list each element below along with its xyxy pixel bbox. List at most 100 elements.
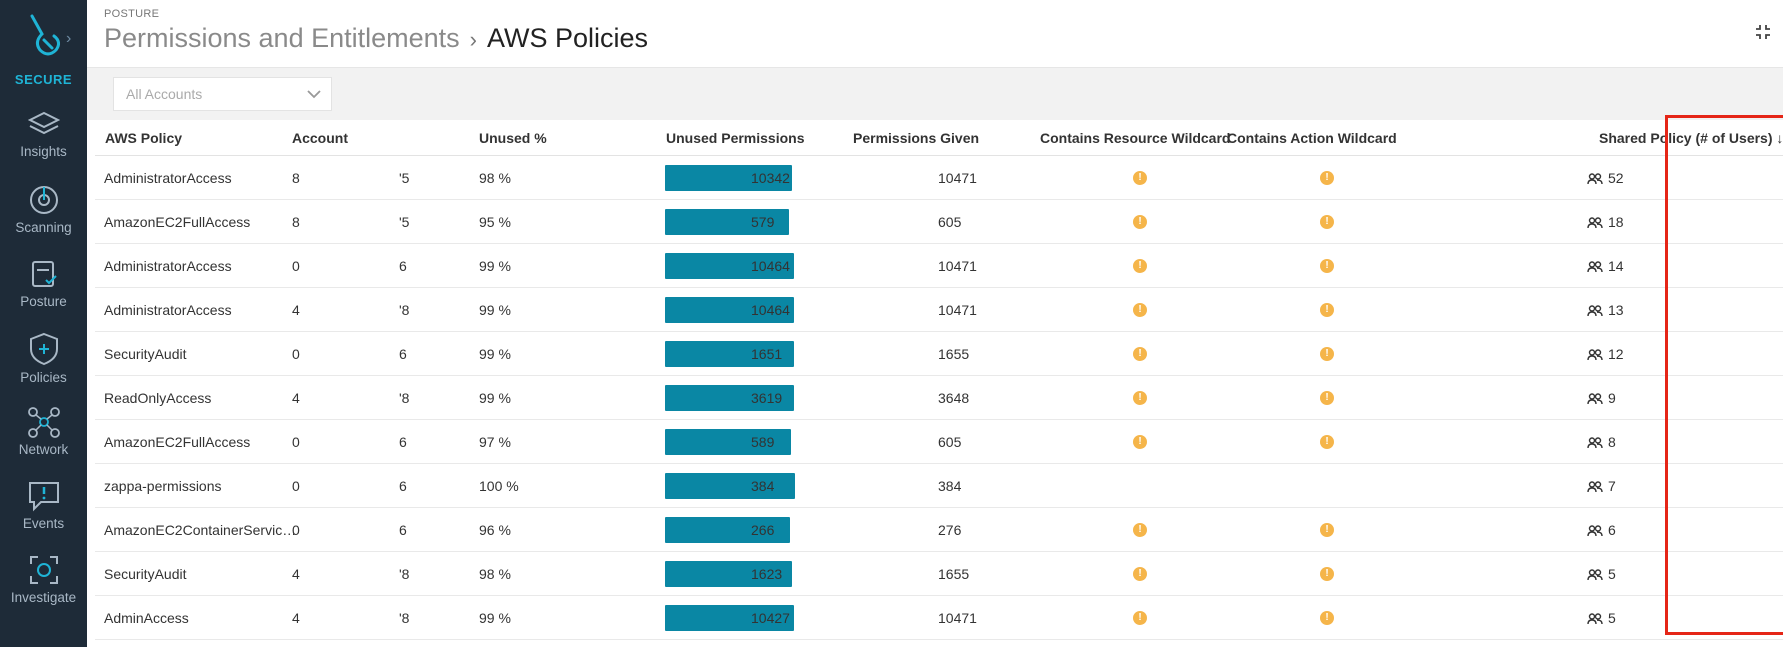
unused-permissions: 579 (751, 214, 775, 230)
users-icon (1587, 569, 1603, 581)
table-row[interactable]: ReadOnlyAccess 4 '8 99 % 3619 3648 ! ! 9 (95, 376, 1783, 420)
account-cell-end: '8 (399, 302, 410, 318)
permissions-given: 10471 (938, 610, 977, 626)
accounts-dropdown[interactable]: All Accounts (113, 77, 332, 111)
secure-logo[interactable]: › SECURE (0, 12, 87, 90)
account-redaction (312, 596, 391, 639)
table-row[interactable]: SecurityAudit 4 '8 98 % 1623 1655 ! ! 5 (95, 552, 1783, 596)
column-header-unused-permissions[interactable]: Unused Permissions (666, 130, 805, 146)
permissions-given: 605 (938, 434, 962, 450)
account-cell-start: 4 (292, 610, 300, 626)
unused-permissions: 10342 (751, 170, 790, 186)
policy-name[interactable]: AdministratorAccess (104, 302, 232, 318)
permissions-given: 10471 (938, 258, 977, 274)
policy-name[interactable]: AmazonEC2FullAccess (104, 214, 251, 230)
sidebar-item-posture[interactable]: Posture (0, 252, 87, 326)
table-row[interactable]: AdministratorAccess 8 '5 98 % 10342 1047… (95, 156, 1783, 200)
sidebar-item-label: Posture (20, 294, 67, 309)
sidebar-item-network[interactable]: Network (0, 400, 87, 474)
column-header-unused-pct[interactable]: Unused % (479, 130, 547, 146)
policy-name[interactable]: SecurityAudit (104, 566, 187, 582)
sidebar-item-scanning[interactable]: Scanning (0, 178, 87, 252)
sidebar-item-policies[interactable]: Policies (0, 326, 87, 400)
table-row[interactable]: AmazonEC2ContainerServiceFullAccess 0 6 … (95, 508, 1783, 552)
table-row[interactable]: SecurityAudit 0 6 99 % 1651 1655 ! ! 12 (95, 332, 1783, 376)
account-redaction (312, 552, 391, 595)
account-cell-start: 0 (292, 346, 300, 362)
account-cell-start: 0 (292, 478, 300, 494)
column-header-permissions-given[interactable]: Permissions Given (853, 130, 980, 146)
permissions-given: 276 (938, 522, 962, 538)
unused-permissions: 1651 (751, 346, 783, 362)
chevron-down-icon (307, 90, 321, 99)
policy-name[interactable]: AmazonEC2ContainerServiceFullAccess (104, 522, 302, 538)
unused-percent: 98 % (479, 170, 511, 186)
sidebar-item-label: Policies (20, 370, 67, 385)
table-row[interactable]: AmazonEC2FullAccess 0 6 97 % 589 605 ! !… (95, 420, 1783, 464)
column-header-policy[interactable]: AWS Policy (105, 130, 183, 146)
account-cell-start: 4 (292, 390, 300, 406)
policy-name[interactable]: AdministratorAccess (104, 170, 232, 186)
action-wildcard-warning-icon: ! (1320, 215, 1334, 229)
users-icon (1587, 393, 1603, 405)
table-row[interactable]: AdministratorAccess 0 6 99 % 10464 10471… (95, 244, 1783, 288)
account-cell-end: '8 (399, 390, 410, 406)
unused-percent: 98 % (479, 566, 511, 582)
action-wildcard-warning-icon: ! (1320, 611, 1334, 625)
events-icon (28, 482, 59, 512)
breadcrumb-parent-link[interactable]: Permissions and Entitlements (104, 23, 460, 53)
insights-icon (27, 111, 60, 135)
unused-permissions: 3619 (751, 390, 783, 406)
policies-icon (29, 332, 58, 366)
table-row[interactable]: zappa-permissions 0 6 100 % 384 384 7 (95, 464, 1783, 508)
unused-permissions: 266 (751, 522, 775, 538)
column-header-action-wildcard[interactable]: Contains Action Wildcard (1227, 130, 1397, 146)
account-cell-end: 6 (399, 522, 407, 538)
column-header-account[interactable]: Account (292, 130, 348, 146)
unused-permissions: 10464 (751, 302, 790, 318)
action-wildcard-warning-icon: ! (1320, 567, 1334, 581)
policy-name[interactable]: AmazonEC2FullAccess (104, 434, 251, 450)
permissions-given: 10471 (938, 302, 977, 318)
sidebar-item-insights[interactable]: Insights (0, 104, 87, 178)
collapse-icon[interactable] (1755, 24, 1771, 40)
permissions-given: 384 (938, 478, 962, 494)
chevron-right-icon[interactable]: › (66, 30, 72, 47)
account-redaction (312, 244, 391, 287)
unused-percent-bar (665, 385, 794, 411)
table-row[interactable]: AdministratorAccess 4 '8 99 % 10464 1047… (95, 288, 1783, 332)
resource-wildcard-warning-icon: ! (1133, 215, 1147, 229)
account-cell-start: 0 (292, 522, 300, 538)
accounts-dropdown-value: All Accounts (126, 86, 203, 102)
users-icon (1587, 217, 1603, 229)
breadcrumb: Permissions and Entitlements › AWS Policie… (104, 23, 648, 54)
policy-name[interactable]: ReadOnlyAccess (104, 390, 212, 406)
shared-users-count: 8 (1587, 434, 1616, 450)
account-cell-end: 6 (399, 346, 407, 362)
account-cell-start: 4 (292, 302, 300, 318)
policy-name[interactable]: AdminAccess (104, 610, 189, 626)
column-header-resource-wildcard[interactable]: Contains Resource Wildcard (1040, 130, 1231, 146)
sidebar-item-investigate[interactable]: Investigate (0, 548, 87, 622)
page-header: POSTURE Permissions and Entitlements › AWS… (87, 0, 1783, 68)
users-icon (1587, 525, 1603, 537)
policy-name[interactable]: SecurityAudit (104, 346, 187, 362)
unused-permissions: 1623 (751, 566, 783, 582)
action-wildcard-warning-icon: ! (1320, 259, 1334, 273)
table-row[interactable]: AmazonEC2FullAccess 8 '5 95 % 579 605 ! … (95, 200, 1783, 244)
sort-desc-icon: ↓ (1776, 130, 1783, 146)
shared-users-count: 12 (1587, 346, 1624, 362)
breadcrumb-separator: › (469, 27, 477, 52)
column-header-shared-policy[interactable]: Shared Policy (# of Users) ↓ (1599, 130, 1783, 146)
table-row[interactable]: AdminAccess 4 '8 99 % 10427 10471 ! ! 5 (95, 596, 1783, 640)
account-redaction (312, 200, 391, 243)
account-cell-start: 0 (292, 258, 300, 274)
permissions-given: 1655 (938, 346, 970, 362)
permissions-given: 10471 (938, 170, 977, 186)
users-icon (1587, 437, 1603, 449)
policy-name[interactable]: zappa-permissions (104, 478, 222, 494)
sidebar-item-label: Network (18, 442, 69, 457)
page-title: AWS Policies (486, 23, 649, 53)
policy-name[interactable]: AdministratorAccess (104, 258, 232, 274)
sidebar-item-events[interactable]: Events (0, 474, 87, 548)
